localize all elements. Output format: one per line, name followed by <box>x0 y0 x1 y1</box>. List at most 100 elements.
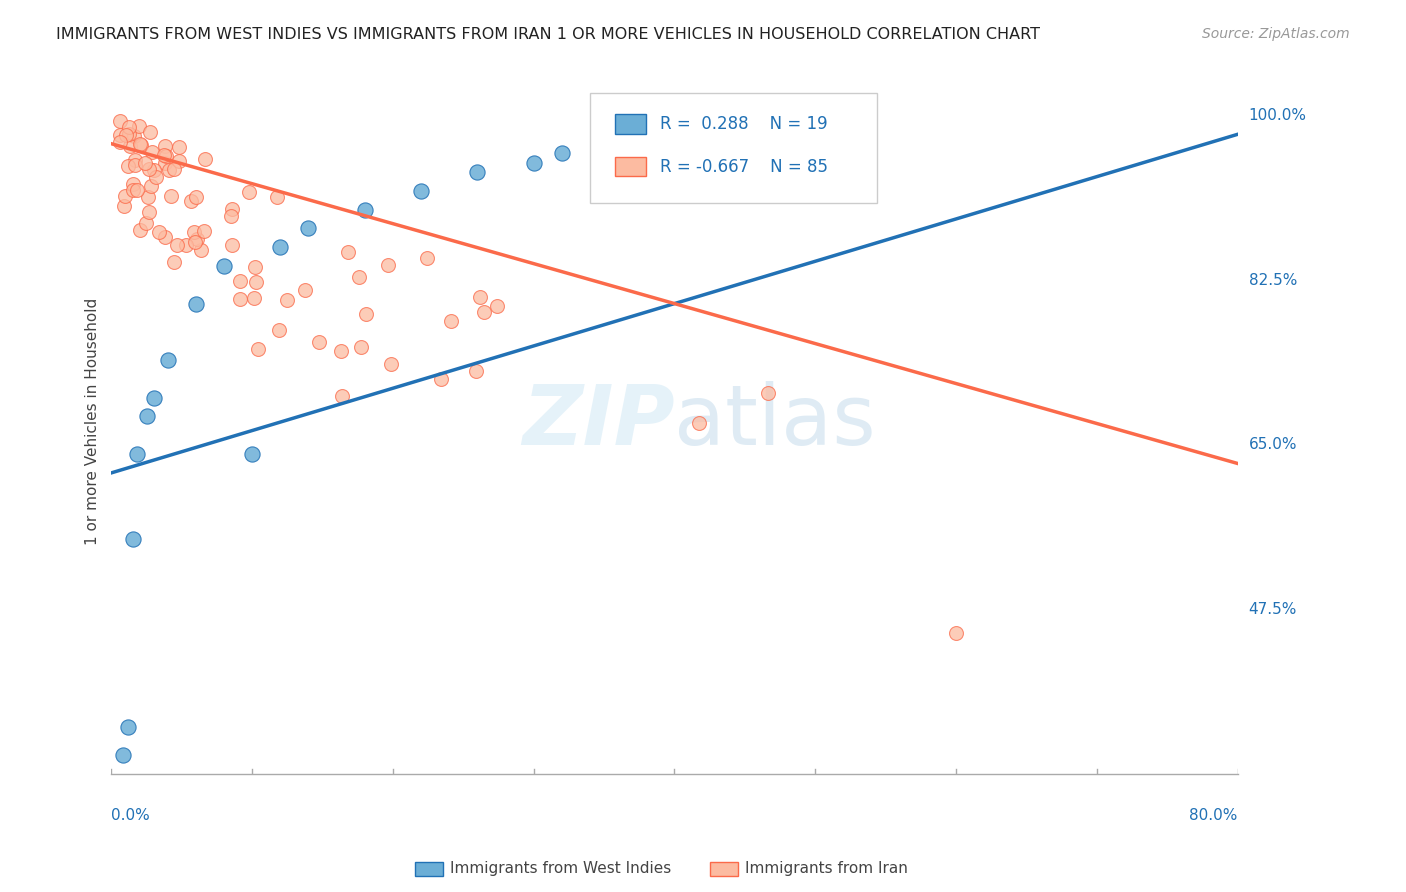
Text: R =  0.288    N = 19: R = 0.288 N = 19 <box>659 115 828 133</box>
Point <box>221 202 243 216</box>
Point <box>330 389 353 403</box>
Point <box>266 190 288 204</box>
Point <box>354 307 377 321</box>
Point <box>467 165 489 179</box>
Point <box>118 120 141 135</box>
Point <box>247 343 270 357</box>
Point <box>485 299 508 313</box>
Point <box>193 224 215 238</box>
Point <box>294 284 316 298</box>
Point <box>194 152 217 166</box>
Point <box>138 204 160 219</box>
Point <box>180 194 202 208</box>
Point <box>128 137 150 152</box>
Point <box>756 386 779 401</box>
Point <box>350 340 373 354</box>
Text: Source: ZipAtlas.com: Source: ZipAtlas.com <box>1202 27 1350 41</box>
Point <box>380 357 402 371</box>
Point <box>138 162 160 177</box>
Text: 0.0%: 0.0% <box>111 808 150 823</box>
Point <box>240 447 263 461</box>
Point <box>117 720 139 734</box>
Point <box>440 314 463 328</box>
Text: R = -0.667    N = 85: R = -0.667 N = 85 <box>659 158 828 176</box>
Point <box>111 747 134 762</box>
Point <box>141 145 163 159</box>
Point <box>430 371 453 385</box>
Point <box>128 119 150 133</box>
Point <box>308 334 330 349</box>
Point <box>124 153 146 168</box>
Point <box>112 199 135 213</box>
Point <box>125 447 148 461</box>
Point <box>148 225 170 239</box>
Point <box>184 235 207 249</box>
Point <box>174 238 197 252</box>
Point <box>470 289 492 303</box>
Point <box>127 183 149 197</box>
Point <box>166 238 188 252</box>
Text: 80.0%: 80.0% <box>1189 808 1237 823</box>
Point <box>330 343 353 358</box>
Text: IMMIGRANTS FROM WEST INDIES VS IMMIGRANTS FROM IRAN 1 OR MORE VEHICLES IN HOUSEH: IMMIGRANTS FROM WEST INDIES VS IMMIGRANT… <box>56 27 1040 42</box>
Point <box>142 163 165 178</box>
Point <box>377 258 399 272</box>
Point <box>124 158 146 172</box>
Point <box>122 182 145 196</box>
Text: 65.0%: 65.0% <box>1249 437 1298 452</box>
Point <box>134 156 156 170</box>
Point <box>163 161 186 176</box>
Point <box>142 391 165 405</box>
Point <box>551 146 574 161</box>
Point <box>242 291 264 305</box>
Point <box>118 139 141 153</box>
Point <box>115 128 138 142</box>
Point <box>162 255 184 269</box>
Point <box>184 296 207 310</box>
Point <box>336 245 359 260</box>
Point <box>153 230 176 244</box>
Point <box>153 148 176 162</box>
Point <box>636 136 658 151</box>
Text: Immigrants from Iran: Immigrants from Iran <box>745 862 908 876</box>
Point <box>108 114 131 128</box>
Y-axis label: 1 or more Vehicles in Household: 1 or more Vehicles in Household <box>86 298 100 545</box>
Point <box>129 138 152 153</box>
Point <box>183 226 205 240</box>
Point <box>190 243 212 257</box>
Text: Immigrants from West Indies: Immigrants from West Indies <box>450 862 671 876</box>
Point <box>138 190 160 204</box>
Point <box>157 163 180 178</box>
Point <box>465 364 488 378</box>
Point <box>129 223 152 237</box>
Point <box>139 178 162 193</box>
Point <box>108 135 131 149</box>
Text: ZIP: ZIP <box>522 381 675 462</box>
Point <box>229 292 252 306</box>
Point <box>688 416 710 430</box>
Point <box>160 188 183 202</box>
Point <box>122 129 145 144</box>
Point <box>243 260 266 274</box>
Point <box>945 625 967 640</box>
Point <box>155 148 177 162</box>
Point <box>114 188 136 202</box>
Point <box>267 322 290 336</box>
Point <box>139 124 162 138</box>
Point <box>186 231 208 245</box>
Point <box>347 269 370 284</box>
Point <box>221 238 243 252</box>
Point <box>145 169 167 184</box>
Point <box>121 177 143 191</box>
Point <box>297 221 319 235</box>
Point <box>353 202 375 217</box>
Point <box>229 275 252 289</box>
Point <box>155 139 177 153</box>
Point <box>169 140 191 154</box>
Point <box>523 155 546 169</box>
Point <box>472 305 495 319</box>
Text: 47.5%: 47.5% <box>1249 602 1296 616</box>
Point <box>219 209 242 223</box>
Point <box>212 259 235 273</box>
Text: 82.5%: 82.5% <box>1249 273 1296 287</box>
